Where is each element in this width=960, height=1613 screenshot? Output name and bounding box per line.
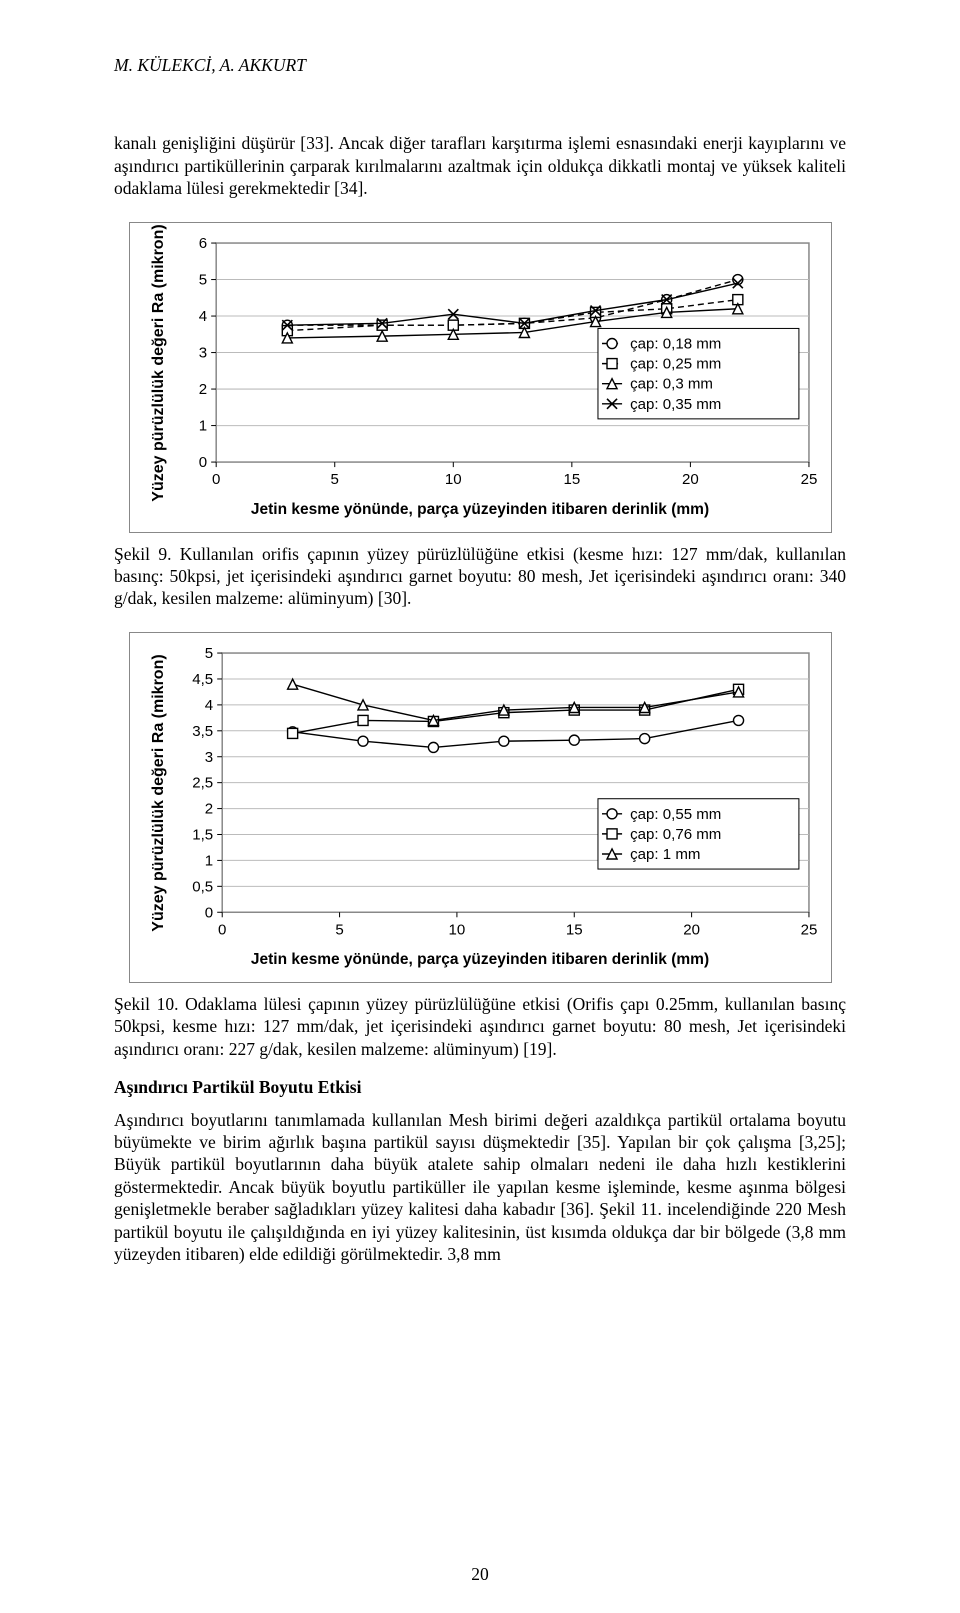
svg-text:10: 10 [444,471,461,488]
chart9-ylabel: Yüzey pürüzlülük değeri Ra (mikron) [142,233,176,494]
figure-10-chart: Yüzey pürüzlülük değeri Ra (mikron) 0 0,5… [129,632,832,983]
svg-text:çap: 0,76 mm: çap: 0,76 mm [630,826,721,843]
svg-text:3,5: 3,5 [192,723,213,740]
section-title: Aşındırıcı Partikül Boyutu Etkisi [114,1076,846,1098]
chart9-plot: 0 1 2 3 4 5 6 0 5 10 15 20 25 çap: 0,18 mm çap: 0,25 m… [176,233,819,494]
svg-text:10: 10 [448,921,465,938]
svg-text:0: 0 [198,454,206,471]
svg-text:çap: 0,55 mm: çap: 0,55 mm [630,806,721,823]
svg-text:4: 4 [198,308,206,325]
running-head: M. KÜLEKCİ, A. AKKURT [114,54,846,76]
svg-text:2: 2 [198,381,206,398]
svg-text:5: 5 [330,471,338,488]
svg-text:6: 6 [198,235,206,252]
svg-text:0: 0 [218,921,226,938]
page-number: 20 [0,1563,960,1585]
svg-text:5: 5 [198,271,206,288]
chart10-xtitle: Jetin kesme yönünde, parça yüzeyinden it… [142,950,819,970]
chart9-xtitle: Jetin kesme yönünde, parça yüzeyinden it… [142,500,819,520]
figure-10-caption: Şekil 10. Odaklama lülesi çapının yüzey … [114,993,846,1060]
svg-text:25: 25 [800,471,817,488]
svg-text:1: 1 [198,417,206,434]
svg-text:çap: 0,25 mm: çap: 0,25 mm [630,355,721,372]
svg-text:0: 0 [211,471,219,488]
svg-text:0: 0 [204,904,212,921]
svg-text:1: 1 [204,852,212,869]
svg-text:20: 20 [682,471,699,488]
svg-text:çap: 0,18 mm: çap: 0,18 mm [630,335,721,352]
chart10-plot: 0 0,5 1 1,5 2 2,5 3 3,5 4 4,5 5 0 5 10 15 20 25 çap: 0,55… [176,643,819,944]
svg-text:1,5: 1,5 [192,826,213,843]
svg-text:çap: 1 mm: çap: 1 mm [630,846,700,863]
svg-text:20: 20 [683,921,700,938]
svg-text:2: 2 [204,800,212,817]
svg-text:15: 15 [563,471,580,488]
para-2: Aşındırıcı boyutlarını tanımlamada kulla… [114,1109,846,1266]
svg-text:15: 15 [565,921,582,938]
svg-text:3: 3 [198,344,206,361]
svg-text:4: 4 [204,697,212,714]
svg-text:3: 3 [204,749,212,766]
svg-text:2,5: 2,5 [192,774,213,791]
chart10-ylabel: Yüzey pürüzlülük değeri Ra (mikron) [142,643,176,944]
svg-text:çap: 0,3 mm: çap: 0,3 mm [630,375,713,392]
svg-text:5: 5 [335,921,343,938]
svg-text:çap: 0,35 mm: çap: 0,35 mm [630,395,721,412]
para-1: kanalı genişliğini düşürür [33]. Ancak d… [114,132,846,199]
svg-text:0,5: 0,5 [192,878,213,895]
svg-text:25: 25 [800,921,817,938]
svg-text:5: 5 [204,645,212,662]
figure-9-caption: Şekil 9. Kullanılan orifis çapının yüzey… [114,543,846,610]
figure-9-chart: Yüzey pürüzlülük değeri Ra (mikron) 0 1 2 3… [129,222,832,533]
svg-text:4,5: 4,5 [192,671,213,688]
